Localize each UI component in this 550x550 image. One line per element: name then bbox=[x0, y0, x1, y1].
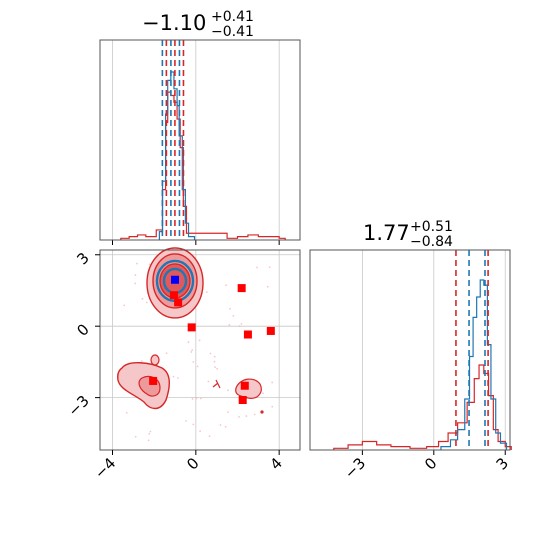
scatter-dot-47 bbox=[135, 262, 138, 265]
scatter-dot-16 bbox=[148, 263, 151, 266]
red-square-marker-3 bbox=[237, 284, 246, 293]
red-square-marker-7 bbox=[240, 381, 249, 390]
scatter-dot-38 bbox=[266, 285, 269, 288]
contour-red-lower-right-fragment bbox=[212, 379, 221, 389]
scatter-dot-25 bbox=[240, 323, 243, 325]
hist-red-param2 bbox=[333, 364, 512, 450]
scatter-dot-61 bbox=[165, 352, 168, 355]
scatter-dot-49 bbox=[213, 355, 216, 358]
scatter-dot-17 bbox=[191, 398, 194, 400]
scatter-dot-46 bbox=[213, 360, 216, 363]
tick-label-joint-x-2: 4 bbox=[267, 454, 286, 473]
hist-blue-param2 bbox=[440, 279, 508, 450]
param1-title-value: −1.10 bbox=[142, 11, 206, 35]
tick-label-joint-y-1: 0 bbox=[73, 320, 92, 339]
hist-red-param1 bbox=[120, 91, 286, 240]
scatter-dot-10 bbox=[149, 430, 152, 433]
scatter-dot-30 bbox=[271, 381, 274, 384]
scatter-dot-40 bbox=[208, 435, 211, 438]
tick-label-joint-x-0: −4 bbox=[91, 454, 119, 482]
scatter-dot-50 bbox=[141, 297, 144, 300]
scatter-dot-9 bbox=[209, 352, 212, 355]
red-square-marker-4 bbox=[243, 330, 252, 339]
scatter-dot-52 bbox=[125, 411, 128, 414]
scatter-dot-29 bbox=[228, 324, 231, 326]
scatter-dot-65 bbox=[147, 439, 150, 442]
scatter-dot-2 bbox=[191, 349, 194, 351]
truth-marker bbox=[171, 275, 179, 284]
scatter-dot-6 bbox=[224, 425, 227, 428]
marginal-param2-panel: −3 0 3 bbox=[309, 249, 512, 482]
scatter-dot-54 bbox=[225, 284, 227, 287]
scatter-dot-37 bbox=[256, 266, 258, 269]
scatter-dot-67 bbox=[185, 420, 187, 422]
param2-title: 1.77 +0.51 −0.84 bbox=[363, 219, 453, 250]
scatter-dot-43 bbox=[229, 307, 231, 310]
joint-param-panel: −4 0 4 3 0 −3 bbox=[64, 247, 301, 482]
scatter-dot-4 bbox=[214, 366, 216, 369]
scatter-dot-35 bbox=[238, 416, 240, 418]
scatter-dot-18 bbox=[207, 380, 210, 383]
scatter-dot-33 bbox=[192, 361, 195, 363]
scatter-dot-8 bbox=[227, 411, 229, 414]
param2-title-plus: +0.51 bbox=[410, 219, 453, 235]
scatter-dot-53 bbox=[232, 314, 235, 317]
scatter-dot-24 bbox=[216, 367, 219, 370]
scatter-dot-7 bbox=[199, 397, 202, 400]
scatter-dot-69 bbox=[123, 304, 126, 307]
param2-title-value: 1.77 bbox=[363, 221, 410, 245]
scatter-dot-66 bbox=[219, 424, 222, 426]
scatter-dot-31 bbox=[190, 351, 193, 353]
scatter-dot-11 bbox=[268, 266, 271, 269]
contour-red-dot bbox=[260, 410, 264, 414]
frame-p1 bbox=[99, 39, 301, 241]
scatter-dot-41 bbox=[172, 375, 175, 378]
scatter-dot-68 bbox=[196, 365, 199, 368]
scatter-dot-14 bbox=[187, 341, 190, 344]
scatter-dot-60 bbox=[199, 430, 202, 433]
scatter-dot-13 bbox=[271, 405, 274, 408]
scatter-dot-64 bbox=[245, 415, 248, 417]
tick-label-joint-x-1: 0 bbox=[183, 454, 202, 473]
scatter-dot-39 bbox=[238, 325, 241, 328]
scatter-dot-19 bbox=[146, 301, 148, 304]
tick-label-p2-2: 3 bbox=[493, 454, 512, 473]
scatter-dot-23 bbox=[195, 397, 198, 400]
tick-label-joint-y-0: 3 bbox=[73, 249, 92, 268]
red-square-marker-6 bbox=[149, 376, 158, 385]
param1-title-plus: +0.41 bbox=[211, 9, 254, 25]
scatter-dot-51 bbox=[262, 392, 264, 395]
scatter-dot-15 bbox=[226, 389, 229, 392]
contour-red-small-blob bbox=[150, 354, 160, 366]
param1-title-minus: −0.41 bbox=[211, 24, 254, 40]
scatter-dot-58 bbox=[205, 291, 208, 294]
tick-label-joint-y-2: −3 bbox=[64, 392, 92, 420]
red-square-marker-5 bbox=[266, 326, 275, 335]
tick-label-p2-0: −3 bbox=[341, 454, 369, 482]
scatter-dot-21 bbox=[134, 274, 137, 276]
scatter-dot-20 bbox=[176, 377, 179, 379]
scatter-dot-12 bbox=[140, 360, 143, 363]
marginal-param1-panel bbox=[99, 39, 301, 245]
scatter-dot-0 bbox=[198, 339, 201, 342]
tick-label-p2-1: 0 bbox=[421, 454, 440, 473]
scatter-dot-56 bbox=[148, 432, 151, 435]
scatter-dot-27 bbox=[192, 423, 195, 426]
scatter-dot-3 bbox=[134, 282, 137, 285]
frame-p2 bbox=[309, 249, 511, 451]
scatter-dot-57 bbox=[134, 435, 137, 438]
param1-title: −1.10 +0.41 −0.41 bbox=[142, 9, 254, 40]
scatter-dot-59 bbox=[253, 413, 256, 416]
red-square-marker-0 bbox=[169, 291, 178, 300]
param2-title-minus: −0.84 bbox=[410, 234, 453, 250]
red-square-marker-1 bbox=[174, 298, 183, 307]
hist-blue-param1 bbox=[158, 71, 196, 240]
red-square-marker-2 bbox=[187, 323, 196, 332]
frame-joint bbox=[99, 249, 301, 451]
red-square-marker-8 bbox=[238, 396, 247, 404]
